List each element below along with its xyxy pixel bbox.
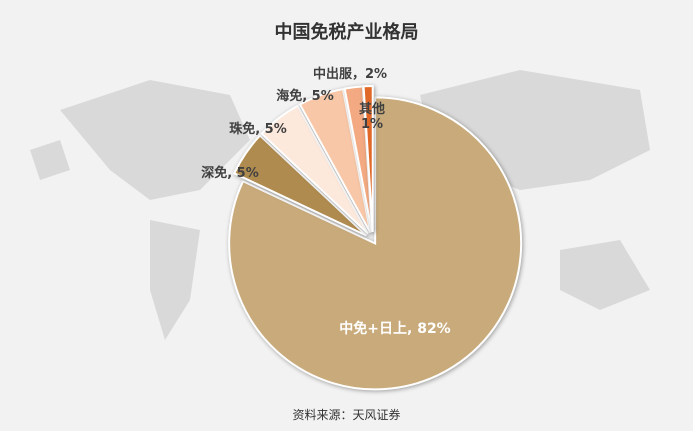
data-label: 深免, 5% (201, 166, 259, 181)
pie-slice (260, 104, 369, 235)
pie-slice (298, 87, 372, 233)
data-label: 中免+日上, 82% (339, 321, 451, 337)
data-label: 中出服，2% (312, 67, 388, 82)
data-label: 其他 1% (358, 102, 385, 132)
data-label: 珠免, 5% (229, 122, 287, 137)
chart-title: 中国免税产业格局 (274, 22, 419, 43)
pie-slice (232, 134, 368, 237)
pie-slice (228, 96, 523, 391)
source-note: 资料来源：天风证券 (292, 408, 401, 422)
pie-slice (362, 85, 374, 233)
data-label: 海免, 5% (276, 89, 334, 104)
